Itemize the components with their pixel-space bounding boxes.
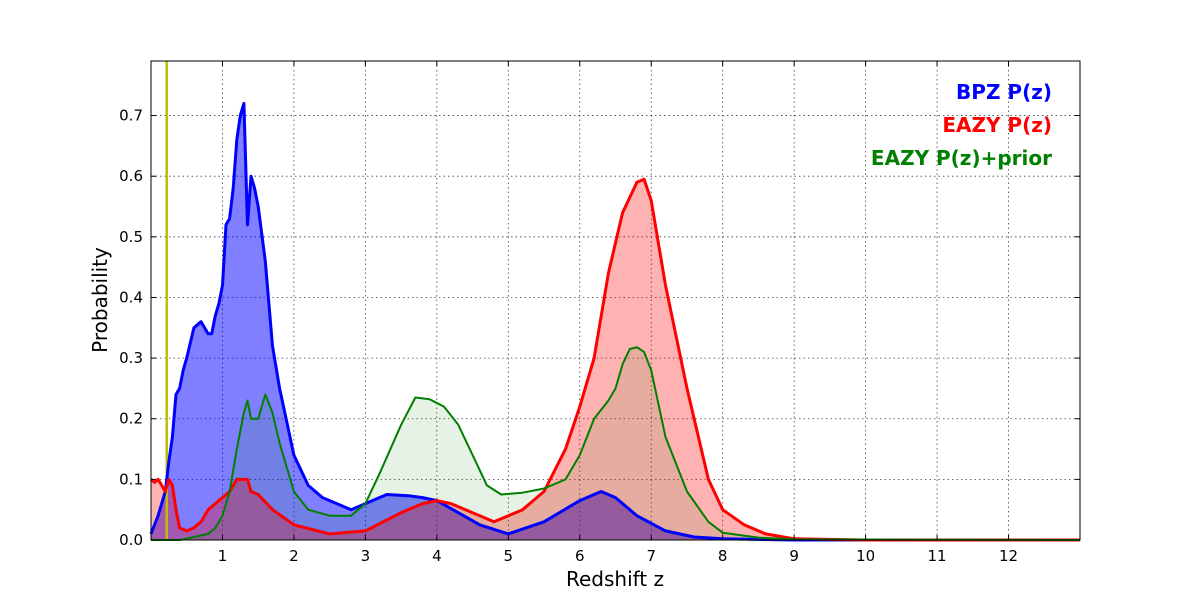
- y-tick-label: 0.1: [119, 470, 143, 488]
- series-fill-eazy-p-z-prior: [151, 347, 1080, 540]
- y-tick-label: 0.7: [119, 107, 143, 125]
- series-lines: [149, 101, 1081, 542]
- x-tick-label: 5: [504, 547, 514, 565]
- x-tick-label: 8: [718, 547, 728, 565]
- x-tick-label: 10: [856, 547, 875, 565]
- legend: BPZ P(z) EAZY P(z) EAZY P(z)+prior: [871, 80, 1052, 170]
- x-tick-label: 2: [289, 547, 299, 565]
- y-tick-label: 0.4: [119, 288, 143, 306]
- legend-entry-bpz-p-z: BPZ P(z): [956, 80, 1052, 104]
- y-axis-title: Probability: [88, 247, 112, 353]
- series-line-eazy-p-z-prior: [151, 346, 1081, 541]
- y-tick-label: 0.5: [119, 228, 143, 246]
- plot-background: [151, 61, 1080, 540]
- legend-entry-eazy-p-z-prior: EAZY P(z)+prior: [871, 146, 1052, 170]
- x-tick-label: 11: [928, 547, 947, 565]
- x-tick-label: 3: [361, 547, 371, 565]
- x-tick-label: 9: [789, 547, 799, 565]
- tick-labels: 1 2 3 4 5 6 7 8 9 10 11 120.00.10.20.30.40.50.60.7: [119, 107, 1018, 565]
- x-axis-title: Redshift z: [566, 567, 664, 591]
- y-tick-label: 0.3: [119, 349, 143, 367]
- x-tick-label: 7: [646, 547, 656, 565]
- plot-frame: [150, 60, 1081, 541]
- x-tick-label: 1: [218, 547, 228, 565]
- series-fill-eazy-p-z: [151, 179, 1080, 540]
- legend-entry-eazy-p-z: EAZY P(z): [942, 113, 1052, 137]
- y-tick-label: 0.2: [119, 410, 143, 428]
- series-line-bpz-p-z: [149, 101, 1080, 542]
- series-line-eazy-p-z: [150, 177, 1080, 542]
- x-tick-label: 12: [999, 547, 1018, 565]
- x-tick-label: 4: [432, 547, 442, 565]
- axis-ticks: [151, 61, 1080, 541]
- x-tick-label: 6: [575, 547, 585, 565]
- y-tick-label: 0.0: [119, 531, 143, 549]
- y-tick-label: 0.6: [119, 167, 143, 185]
